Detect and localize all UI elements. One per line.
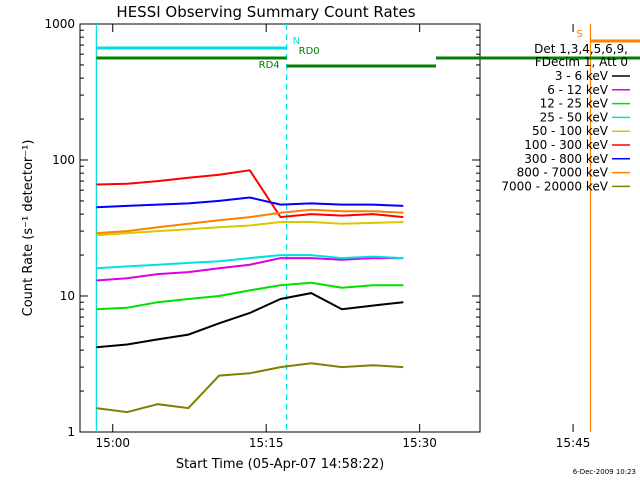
series-group	[96, 208, 404, 235]
series-line	[96, 292, 404, 349]
series-line	[96, 257, 404, 282]
chart-title: HESSI Observing Summary Count Rates	[116, 3, 415, 21]
legend-label: 7000 - 20000 keV	[501, 179, 608, 193]
x-tick-label: 15:30	[402, 436, 437, 450]
series-line	[96, 221, 404, 237]
series-group	[96, 221, 404, 237]
series-line	[96, 208, 404, 235]
series-group	[96, 257, 404, 282]
legend-label: 50 - 100 keV	[532, 124, 609, 138]
legend-label: 100 - 300 keV	[524, 138, 608, 152]
y-tick-label: 1	[67, 425, 75, 439]
series-line	[96, 254, 404, 270]
y-tick-label: 100	[52, 153, 75, 167]
series-line	[96, 362, 404, 414]
x-tick-label: 15:00	[95, 436, 130, 450]
legend-label: 800 - 7000 keV	[517, 166, 609, 180]
series-line	[96, 169, 404, 219]
legend-label: 12 - 25 keV	[540, 97, 609, 111]
series-line	[96, 281, 404, 311]
footer-date: 6-Dec-2009 10:23	[573, 468, 636, 476]
series-group	[96, 281, 404, 311]
legend-label: 3 - 6 keV	[555, 69, 609, 83]
state-label-rd0: RD0	[299, 46, 320, 57]
series-group	[96, 254, 404, 270]
plot-area: 110100100015:0015:1515:3015:4516:0016:15…	[44, 17, 640, 450]
x-tick-label: 15:15	[249, 436, 284, 450]
y-tick-label: 1000	[44, 17, 75, 31]
legend-label: 6 - 12 keV	[547, 83, 609, 97]
legend-header: Det 1,3,4,5,6,9,	[534, 42, 628, 56]
series-group	[96, 196, 404, 209]
plot-frame	[79, 23, 481, 433]
legend: Det 1,3,4,5,6,9,FDecim 1, Att 03 - 6 keV…	[501, 42, 630, 193]
y-tick-label: 10	[60, 289, 75, 303]
x-axis-label: Start Time (05-Apr-07 14:58:22)	[176, 457, 384, 472]
legend-label: 300 - 800 keV	[524, 152, 608, 166]
legend-header: FDecim 1, Att 0	[535, 55, 628, 69]
state-label-s: S	[576, 29, 582, 40]
state-label-rd4: RD4	[259, 60, 280, 71]
series-line	[96, 196, 404, 209]
x-tick-label: 15:45	[556, 436, 591, 450]
series-group	[96, 362, 404, 414]
series-group	[96, 292, 404, 349]
state-label-n: N	[293, 36, 300, 47]
series-group	[96, 169, 404, 219]
legend-label: 25 - 50 keV	[540, 110, 609, 124]
y-axis-label: Count Rate (s⁻¹ detector⁻¹)	[21, 140, 36, 317]
